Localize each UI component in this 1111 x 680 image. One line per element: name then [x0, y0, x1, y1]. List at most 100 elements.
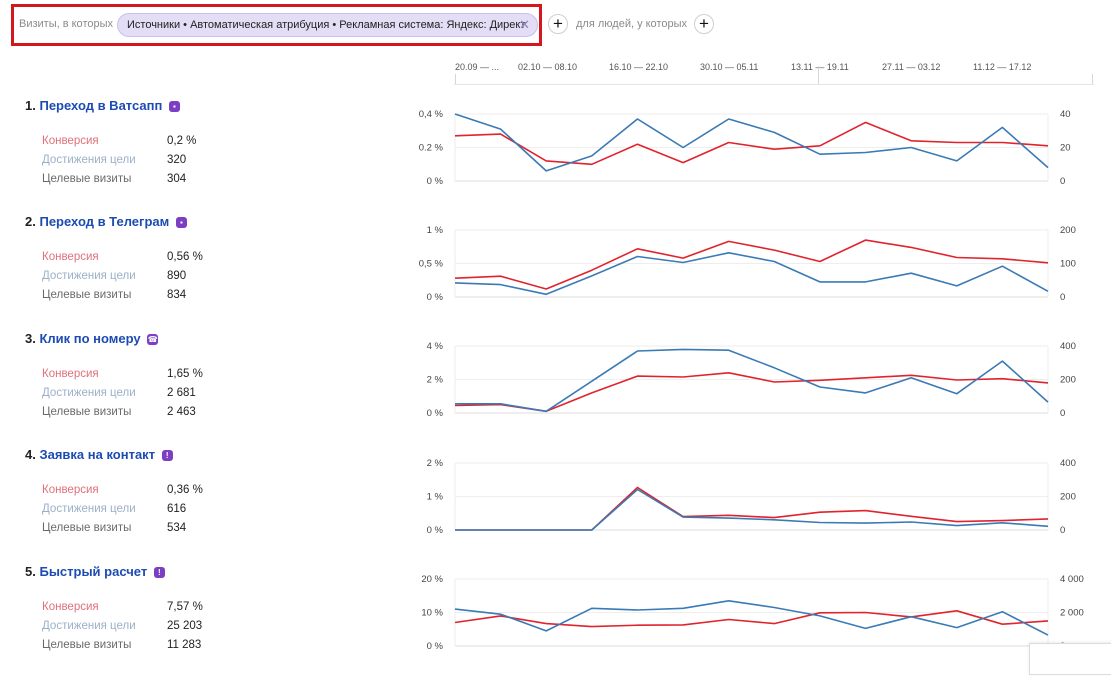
- timeline-tick: [455, 74, 456, 84]
- reach-label: Достижения цели: [42, 270, 136, 282]
- conversion-label: Конверсия: [42, 251, 99, 263]
- left-axis-tick-label: 1 %: [427, 225, 444, 236]
- target-visits-label: Целевые визиты: [42, 173, 132, 185]
- goal-name[interactable]: Переход в Ватсапп: [39, 98, 163, 113]
- right-axis-tick-label: 40: [1060, 109, 1071, 120]
- right-axis-tick-label: 200: [1060, 225, 1076, 236]
- reach-label: Достижения цели: [42, 154, 136, 166]
- conversion-label: Конверсия: [42, 135, 99, 147]
- timeline-label: 02.10 — 08.10: [518, 62, 578, 72]
- close-icon[interactable]: ✕: [519, 17, 530, 32]
- goal-block: 1. Переход в Ватсапп ▪ Конверсия 0,2 % Д…: [0, 98, 1111, 214]
- target-visits-label: Целевые визиты: [42, 639, 132, 651]
- goal-chart[interactable]: 2 % 1 % 0 % 400 200 0: [427, 458, 1076, 536]
- goal-chart[interactable]: 1 % 0,5 % 0 % 200 100 0: [419, 225, 1076, 303]
- conversion-value: 1,65 %: [167, 368, 203, 380]
- goal-block: 5. Быстрый расчет ! Конверсия 7,57 % Дос…: [0, 564, 1111, 680]
- goal-index: 5.: [25, 564, 36, 579]
- conversion-value: 7,57 %: [167, 601, 203, 613]
- plus-icon: +: [553, 14, 563, 33]
- goal-index: 1.: [25, 98, 36, 113]
- goal-title[interactable]: 1. Переход в Ватсапп ▪: [25, 98, 180, 113]
- chat-icon: ▪: [175, 217, 187, 228]
- right-axis-tick-label: 400: [1060, 458, 1076, 469]
- source-filter-chip-text: Источники • Автоматическая атрибуция • Р…: [127, 19, 526, 31]
- left-axis-tick-label: 0 %: [427, 641, 444, 652]
- conversion-series-line: [454, 121, 1049, 166]
- timeline-tick: [818, 66, 819, 84]
- timeline-tick: [1092, 74, 1093, 84]
- goal-title[interactable]: 5. Быстрый расчет !: [25, 564, 165, 579]
- goal-chart[interactable]: 4 % 2 % 0 % 400 200 0: [427, 341, 1076, 419]
- reach-series-line: [454, 599, 1049, 636]
- goal-index: 3.: [25, 331, 36, 346]
- visits-condition-label: Визиты, в которых: [19, 18, 113, 30]
- goal-chart[interactable]: 0,4 % 0.2 % 0 % 40 20 0: [419, 109, 1071, 187]
- target-visits-value: 11 283: [167, 639, 202, 651]
- reach-series-line: [454, 113, 1049, 172]
- left-axis-tick-label: 0 %: [427, 408, 444, 419]
- left-axis-tick-label: 2 %: [427, 458, 444, 469]
- add-visit-condition-button[interactable]: +: [548, 14, 568, 34]
- highlight-box: [11, 4, 542, 46]
- source-filter-chip[interactable]: Источники • Автоматическая атрибуция • Р…: [117, 13, 538, 37]
- target-visits-label: Целевые визиты: [42, 406, 132, 418]
- right-axis-tick-label: 0: [1060, 176, 1065, 187]
- conversion-series-line: [455, 486, 1049, 531]
- left-axis-tick-label: 2 %: [427, 375, 444, 386]
- right-axis-tick-label: 200: [1060, 375, 1076, 386]
- goal-name[interactable]: Клик по номеру: [39, 331, 141, 346]
- phone-icon: ☎: [147, 334, 159, 345]
- right-axis-tick-label: 100: [1060, 259, 1076, 270]
- timeline-axis: [454, 84, 1094, 85]
- goal-name[interactable]: Быстрый расчет: [39, 564, 148, 579]
- timeline-label: 13.11 — 19.11: [791, 62, 849, 72]
- goal-name[interactable]: Заявка на контакт: [39, 447, 156, 462]
- left-axis-tick-label: 0,4 %: [419, 109, 444, 120]
- left-axis-tick-label: 1 %: [427, 492, 444, 503]
- reach-value: 320: [167, 154, 187, 166]
- target-visits-value: 534: [167, 522, 187, 534]
- reach-series-line: [454, 252, 1049, 296]
- right-axis-tick-label: 400: [1060, 341, 1076, 352]
- goal-block: 3. Клик по номеру ☎ Конверсия 1,65 % Дос…: [0, 331, 1111, 447]
- left-axis-tick-label: 0 %: [427, 525, 444, 536]
- right-axis-tick-label: 0: [1060, 292, 1065, 303]
- timeline-label: 16.10 — 22.10: [609, 62, 669, 72]
- right-axis-tick-label: 20: [1060, 143, 1071, 154]
- timeline-label: 27.11 — 03.12: [882, 62, 941, 72]
- left-axis-tick-label: 0.2 %: [419, 143, 444, 154]
- segment-filter-bar: Визиты, в которых Источники • Автоматиче…: [0, 0, 1111, 52]
- reach-series-line: [455, 488, 1049, 531]
- chat-icon: ▪: [168, 101, 180, 112]
- reach-label: Достижения цели: [42, 620, 136, 632]
- goal-name[interactable]: Переход в Телеграм: [39, 214, 170, 229]
- reach-series-line: [455, 348, 1049, 413]
- timeline-label: 20.09 — ...: [455, 62, 500, 72]
- target-visits-label: Целевые визиты: [42, 289, 132, 301]
- target-visits-value: 2 463: [167, 406, 196, 418]
- goal-block: 2. Переход в Телеграм ▪ Конверсия 0,56 %…: [0, 214, 1111, 330]
- conversion-label: Конверсия: [42, 368, 99, 380]
- target-visits-value: 304: [167, 173, 187, 185]
- target-visits-label: Целевые визиты: [42, 522, 132, 534]
- floating-panel[interactable]: [1029, 643, 1111, 675]
- conversion-series-line: [454, 371, 1049, 413]
- goal-title[interactable]: 3. Клик по номеру ☎: [25, 331, 159, 346]
- conversion-label: Конверсия: [42, 601, 99, 613]
- reach-value: 616: [167, 503, 187, 515]
- add-people-condition-button[interactable]: +: [694, 14, 714, 34]
- goal-title[interactable]: 2. Переход в Телеграм ▪: [25, 214, 187, 229]
- left-axis-tick-label: 20 %: [421, 574, 443, 585]
- right-axis-tick-label: 0: [1060, 525, 1065, 536]
- goal-title[interactable]: 4. Заявка на контакт !: [25, 447, 173, 462]
- form-icon: !: [161, 450, 173, 461]
- left-axis-tick-label: 0 %: [427, 176, 444, 187]
- plus-icon: +: [699, 14, 709, 33]
- goal-index: 2.: [25, 214, 36, 229]
- right-axis-tick-label: 200: [1060, 492, 1076, 503]
- right-axis-tick-label: 4 000: [1060, 574, 1084, 585]
- goal-index: 4.: [25, 447, 36, 462]
